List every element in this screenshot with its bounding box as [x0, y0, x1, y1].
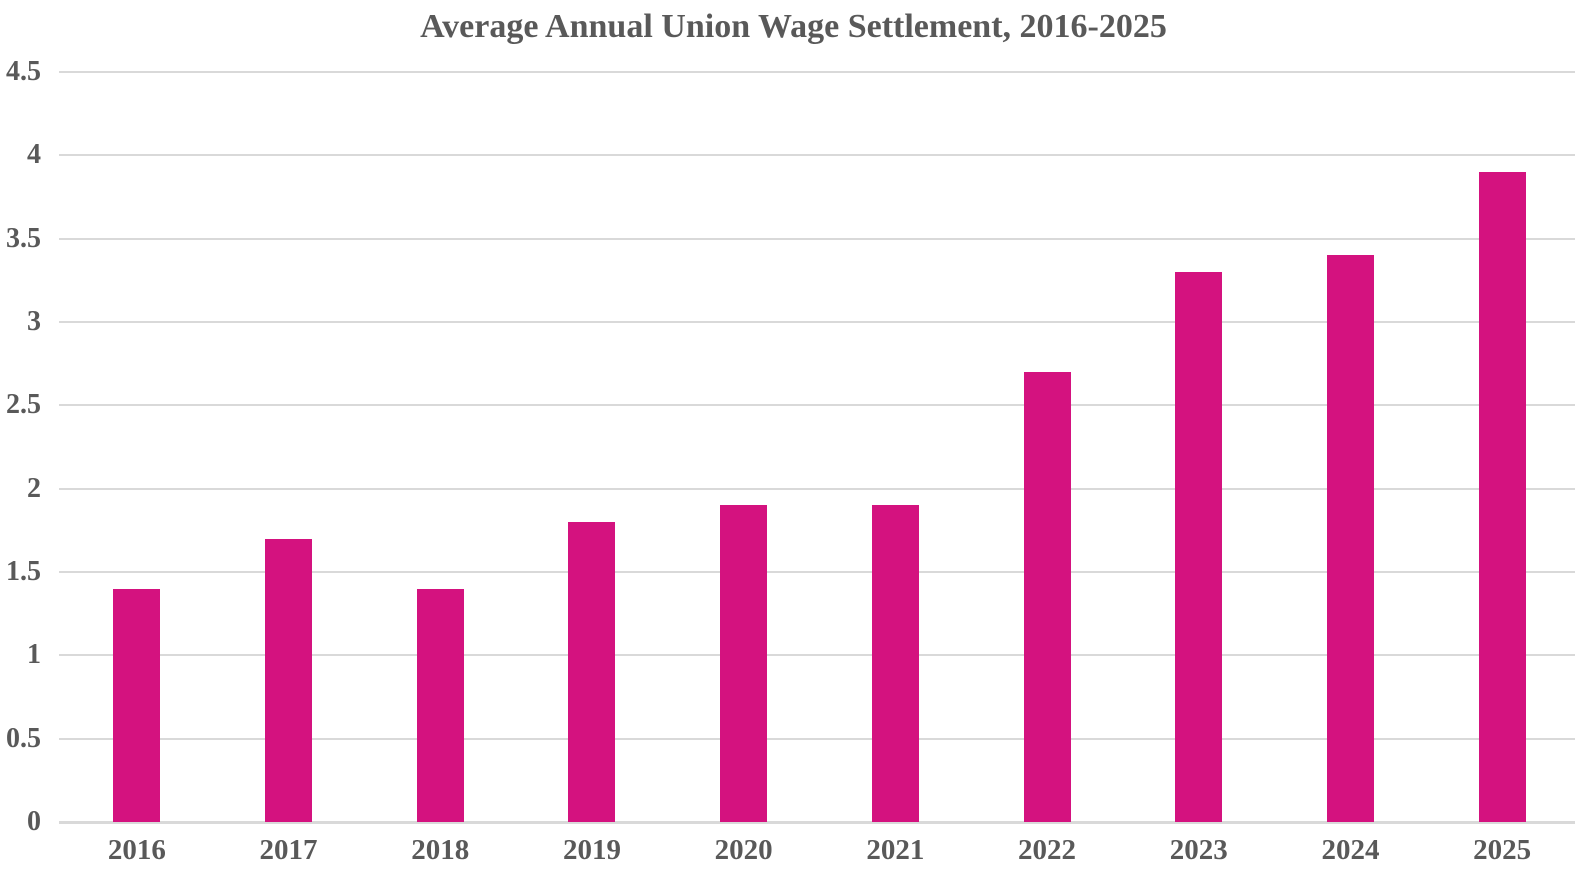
- x-axis-tick-label-2019: 2019: [562, 834, 621, 866]
- x-axis-tick-label-2025: 2025: [1473, 834, 1532, 866]
- bar-2022: [1023, 372, 1071, 822]
- bar-2024: [1326, 255, 1374, 822]
- x-axis-tick-label-2020: 2020: [714, 834, 773, 866]
- x-axis-tick-label-2018: 2018: [411, 834, 470, 866]
- gridline-2: [59, 487, 1575, 490]
- bar-2020: [720, 505, 768, 822]
- bar-2019: [568, 522, 616, 822]
- y-axis-tick-label-1.5: 1.5: [6, 556, 41, 587]
- x-axis-tick-label-2022: 2022: [1018, 834, 1077, 866]
- gridline-1: [59, 654, 1575, 657]
- y-axis-tick-label-0.5: 0.5: [6, 722, 41, 754]
- gridline-0.5: [59, 737, 1575, 740]
- x-axis-tick-label-2021: 2021: [866, 834, 925, 866]
- chart-title: Average Annual Union Wage Settlement, 20…: [420, 8, 1167, 45]
- y-axis-tick-label-4.5: 4.5: [6, 56, 41, 87]
- x-axis-tick-label-2016: 2016: [107, 834, 166, 866]
- x-axis-tick-label-2023: 2023: [1169, 834, 1228, 866]
- bar-2017: [265, 538, 313, 822]
- gridline-0: [59, 821, 1575, 824]
- gridline-2.5: [59, 404, 1575, 407]
- x-axis-tick-label-2017: 2017: [259, 834, 318, 866]
- bar-2016: [113, 588, 161, 822]
- x-axis-tick-label-2024: 2024: [1321, 834, 1380, 866]
- y-axis-tick-label-3: 3: [27, 306, 41, 337]
- bar-2018: [416, 588, 464, 822]
- gridline-3: [59, 321, 1575, 323]
- gridline-3.5: [59, 237, 1575, 240]
- gridline-1.5: [59, 571, 1575, 573]
- gridline-4.5: [59, 71, 1575, 73]
- bar-2023: [1175, 272, 1223, 822]
- y-axis-tick-label-2.5: 2.5: [6, 389, 41, 421]
- bar-2021: [871, 505, 919, 822]
- y-axis-tick-label-0: 0: [27, 806, 41, 837]
- bar-2025: [1478, 172, 1526, 822]
- y-axis-tick-label-2: 2: [27, 472, 41, 504]
- y-axis-tick-label-4: 4: [27, 139, 41, 171]
- gridline-4: [59, 154, 1575, 157]
- y-axis-tick-label-1: 1: [27, 639, 41, 671]
- y-axis-tick-label-3.5: 3.5: [6, 222, 41, 254]
